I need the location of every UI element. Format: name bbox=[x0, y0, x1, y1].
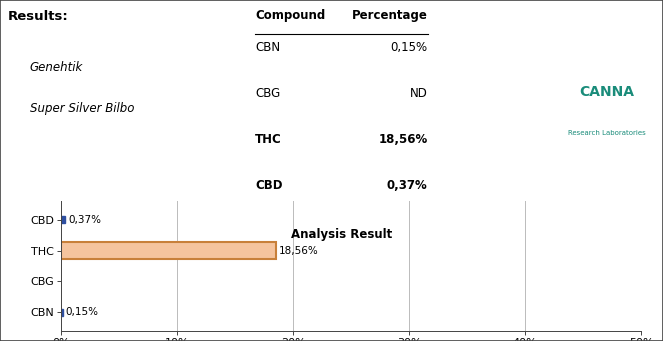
Bar bbox=[61, 242, 276, 259]
Text: Genehtik: Genehtik bbox=[30, 61, 83, 74]
Text: 18,56%: 18,56% bbox=[279, 246, 319, 255]
Text: CBN: CBN bbox=[255, 41, 280, 54]
Text: Compound: Compound bbox=[255, 9, 326, 21]
Text: CANNA: CANNA bbox=[579, 85, 634, 99]
Text: ND: ND bbox=[410, 87, 428, 100]
Text: THC: THC bbox=[255, 133, 282, 146]
Text: CBD: CBD bbox=[255, 179, 282, 192]
Bar bbox=[61, 216, 65, 223]
Text: Research Laboratories: Research Laboratories bbox=[568, 130, 646, 136]
Text: 0,15%: 0,15% bbox=[66, 307, 99, 317]
Text: Percentage: Percentage bbox=[352, 9, 428, 21]
Text: CBG: CBG bbox=[255, 87, 280, 100]
Bar bbox=[61, 309, 63, 316]
Text: Super Silver Bilbo: Super Silver Bilbo bbox=[30, 102, 135, 115]
Text: Analysis Result: Analysis Result bbox=[291, 228, 392, 241]
Text: 0,15%: 0,15% bbox=[391, 41, 428, 54]
Text: 18,56%: 18,56% bbox=[379, 133, 428, 146]
Text: 0,37%: 0,37% bbox=[68, 215, 101, 225]
Text: Results:: Results: bbox=[8, 10, 69, 23]
Text: 0,37%: 0,37% bbox=[387, 179, 428, 192]
